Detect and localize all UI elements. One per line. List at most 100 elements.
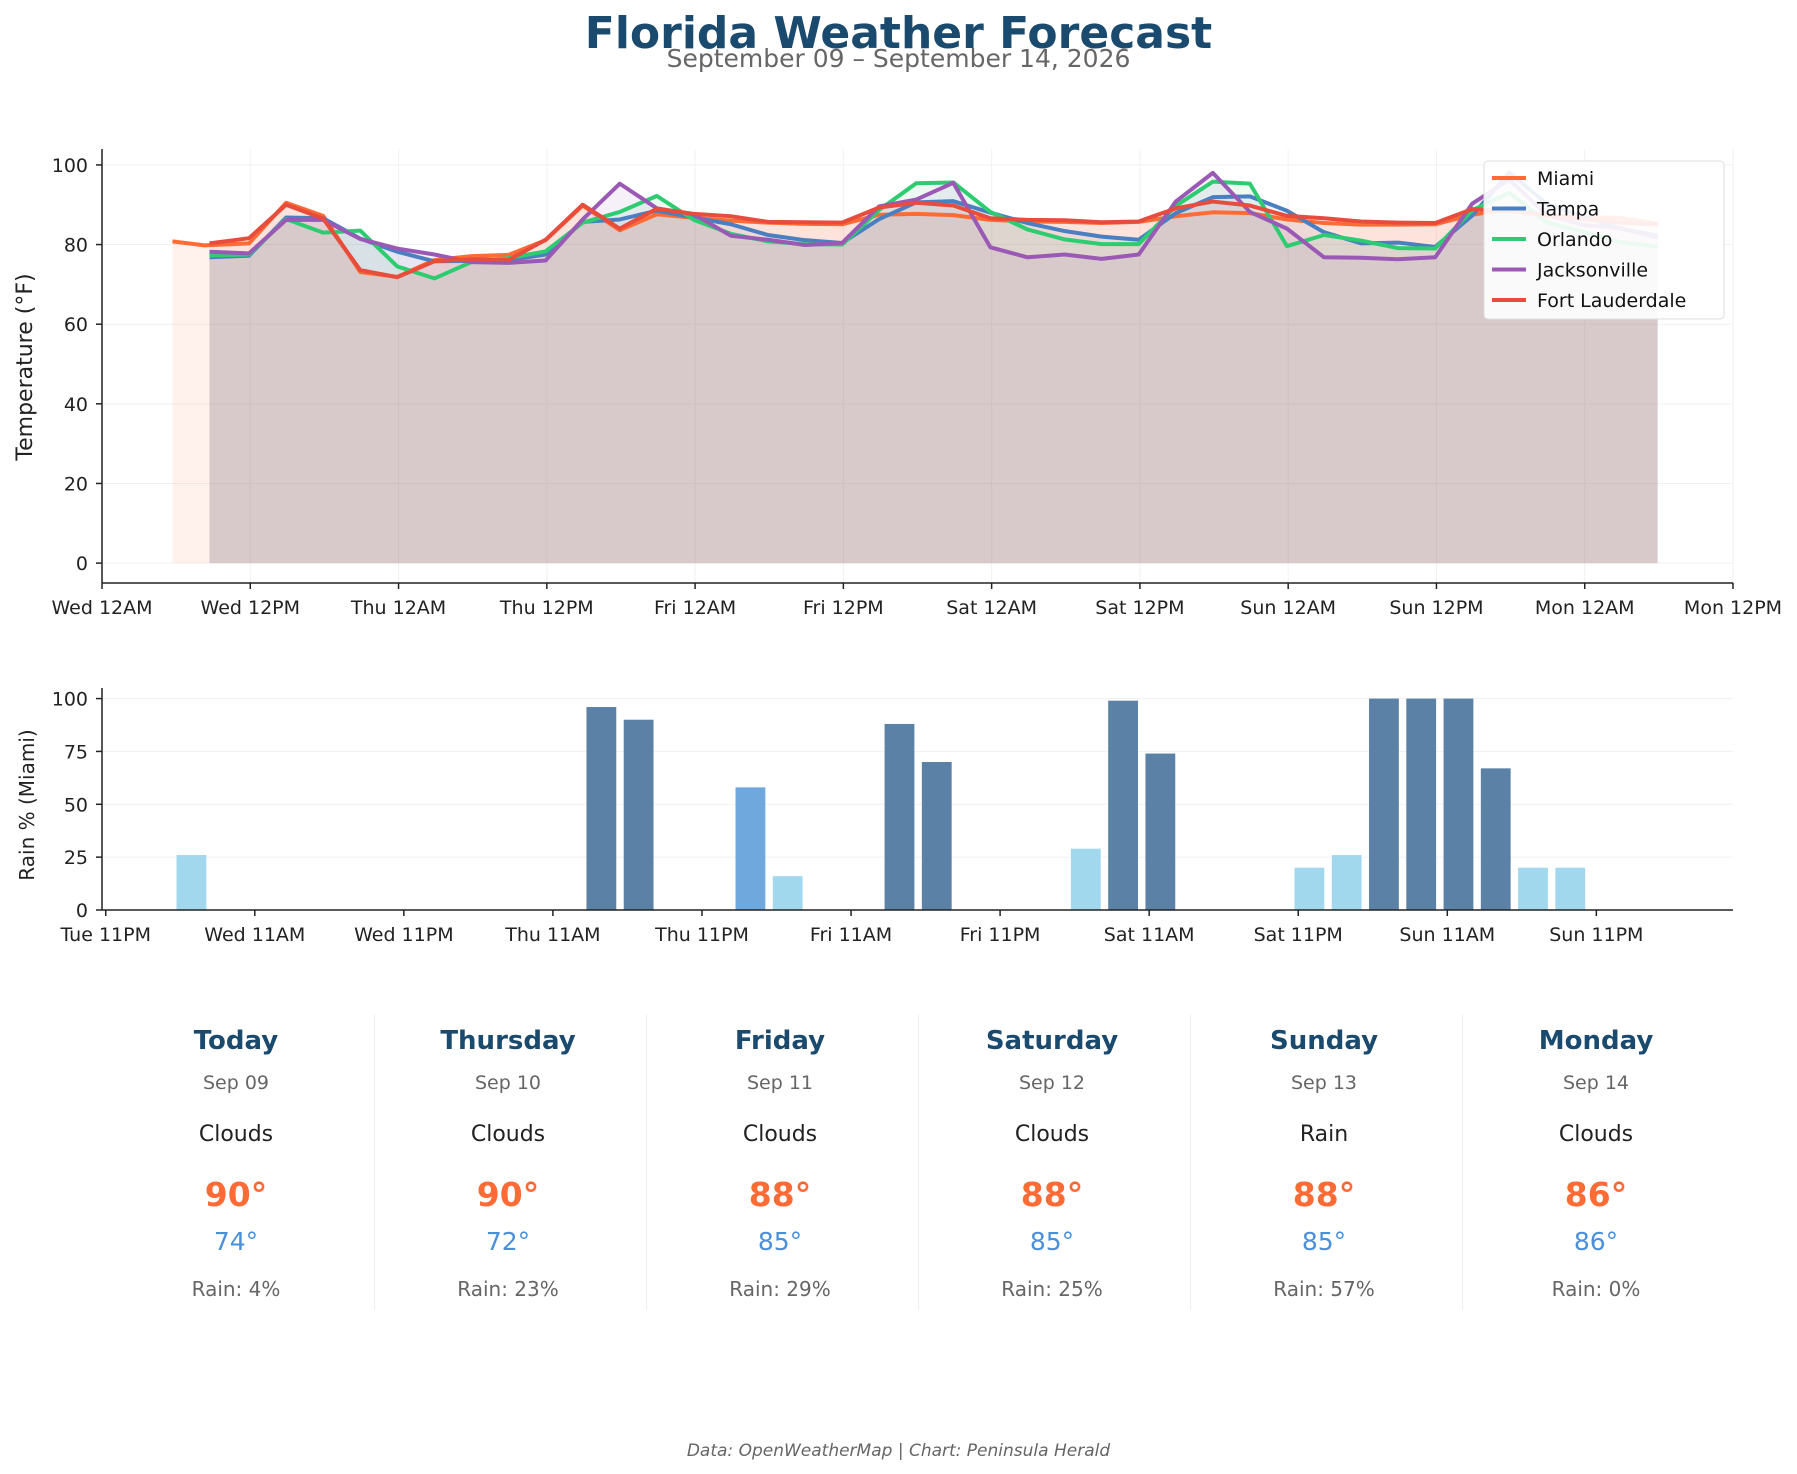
forecast-date: Sep 14 <box>1562 1072 1630 1094</box>
forecast-day: Monday <box>1538 1026 1654 1056</box>
forecast-card-today: Today Sep 09 Clouds 90° 74° Rain: 4% <box>100 1015 372 1310</box>
rain-bar <box>1070 848 1101 910</box>
rain-x-tick-label: Tue 11PM <box>59 924 151 946</box>
rain-y-tick-label: 25 <box>64 847 88 869</box>
temperature-x-tick-label: Fri 12AM <box>654 597 736 619</box>
rain-bar <box>1369 698 1399 910</box>
card-divider <box>1462 1015 1463 1310</box>
rain-y-axis-label: Rain % (Miami) <box>15 729 39 880</box>
temperature-area-3 <box>209 172 1658 564</box>
rain-bar <box>623 719 654 910</box>
rain-bar <box>884 723 915 910</box>
forecast-rain: Rain: 4% <box>191 1277 281 1301</box>
temperature-area-2 <box>209 181 1658 564</box>
forecast-low: 85° <box>757 1227 803 1256</box>
rain-bar <box>1443 698 1474 910</box>
forecast-date: Sep 10 <box>474 1072 542 1094</box>
rain-bar <box>1480 768 1511 910</box>
rain-x-tick-label: Sat 11AM <box>1104 924 1195 946</box>
rain-bar <box>1108 700 1138 910</box>
forecast-high: 90° <box>204 1175 268 1214</box>
rain-x-tick-label: Wed 11PM <box>354 924 454 946</box>
temperature-y-tick-label: 100 <box>52 155 88 177</box>
temperature-area-1 <box>209 172 1658 564</box>
rain-bar <box>1145 753 1176 910</box>
temperature-x-tick-label: Sat 12PM <box>1095 597 1184 619</box>
forecast-high: 88° <box>1292 1175 1356 1214</box>
rain-bar <box>1331 855 1362 910</box>
temperature-x-tick-label: Sun 12PM <box>1389 597 1483 619</box>
page-title: Florida Weather Forecast <box>584 8 1213 59</box>
forecast-low: 86° <box>1573 1227 1619 1256</box>
temperature-x-tick-label: Mon 12AM <box>1535 597 1635 619</box>
rain-bar <box>176 855 207 910</box>
rain-y-tick-label: 75 <box>64 741 88 763</box>
forecast-rain: Rain: 0% <box>1551 1277 1641 1301</box>
forecast-card-monday: Monday Sep 14 Clouds 86° 86° Rain: 0% <box>1460 1015 1732 1310</box>
forecast-rain: Rain: 57% <box>1273 1277 1375 1301</box>
forecast-condition: Clouds <box>198 1122 274 1147</box>
rain-bar <box>1294 867 1325 910</box>
rain-bar <box>586 707 617 910</box>
rain-x-tick-label: Fri 11PM <box>960 924 1041 946</box>
temperature-x-tick-label: Thu 12PM <box>499 597 594 619</box>
temperature-x-tick-label: Wed 12PM <box>201 597 301 619</box>
forecast-low: 85° <box>1029 1227 1075 1256</box>
rain-x-tick-label: Thu 11AM <box>504 924 600 946</box>
temperature-series-line-2 <box>209 179 1658 281</box>
temperature-x-tick-label: Fri 12PM <box>803 597 884 619</box>
forecast-day: Friday <box>734 1026 826 1056</box>
temperature-x-tick-label: Thu 12AM <box>350 597 446 619</box>
rain-bar <box>921 762 952 910</box>
temperature-legend-label: Tampa <box>1536 199 1599 221</box>
forecast-day: Sunday <box>1269 1026 1379 1056</box>
forecast-condition: Rain <box>1299 1122 1349 1147</box>
forecast-low: 72° <box>485 1227 531 1256</box>
temperature-legend-label: Orlando <box>1537 229 1612 251</box>
rain-x-tick-label: Sun 11PM <box>1549 924 1643 946</box>
card-divider <box>1190 1015 1191 1310</box>
forecast-low: 85° <box>1301 1227 1347 1256</box>
temperature-y-tick-label: 80 <box>64 235 88 257</box>
forecast-card-friday: Friday Sep 11 Clouds 88° 85° Rain: 29% <box>644 1015 916 1310</box>
card-divider <box>918 1015 919 1310</box>
forecast-card-saturday: Saturday Sep 12 Clouds 88° 85° Rain: 25% <box>916 1015 1188 1310</box>
forecast-high: 90° <box>476 1175 540 1214</box>
temperature-chart: Temperature (°F) 0 20 40 60 80 100 Wed 12AM Wed… <box>13 149 1782 619</box>
card-divider <box>646 1015 647 1310</box>
forecast-date: Sep 11 <box>746 1072 814 1094</box>
forecast-card-thursday: Thursday Sep 10 Clouds 90° 72° Rain: 23% <box>372 1015 644 1310</box>
temperature-area-4 <box>209 201 1658 564</box>
temperature-y-axis-label: Temperature (°F) <box>13 273 38 461</box>
rain-y-tick-label: 50 <box>64 794 88 816</box>
rain-y-tick-label: 0 <box>76 900 88 922</box>
temperature-legend-label: Fort Lauderdale <box>1537 290 1686 312</box>
forecast-low: 74° <box>213 1227 259 1256</box>
rain-bar <box>1555 867 1586 910</box>
forecast-high: 88° <box>748 1175 812 1214</box>
rain-bar <box>772 876 803 910</box>
footer-credit: Data: OpenWeatherMap | Chart: Peninsula … <box>686 1441 1111 1461</box>
rain-x-tick-label: Wed 11AM <box>204 924 305 946</box>
temperature-y-tick-label: 0 <box>76 553 88 575</box>
temperature-y-tick-label: 20 <box>64 473 88 495</box>
temperature-x-tick-label: Wed 12AM <box>51 597 152 619</box>
forecast-condition: Clouds <box>742 1122 818 1147</box>
rain-x-tick-label: Fri 11AM <box>810 924 892 946</box>
rain-bar <box>1406 698 1437 910</box>
rain-chart: Rain % (Miami) 0 25 50 75 100 Tue 11PM Wed 11A… <box>15 688 1733 946</box>
forecast-condition: Clouds <box>1014 1122 1090 1147</box>
forecast-date: Sep 09 <box>202 1072 270 1094</box>
rain-x-tick-label: Sun 11AM <box>1399 924 1495 946</box>
forecast-rain: Rain: 25% <box>1001 1277 1103 1301</box>
temperature-x-tick-label: Mon 12PM <box>1684 597 1782 619</box>
forecast-condition: Clouds <box>1558 1122 1634 1147</box>
card-divider <box>374 1015 375 1310</box>
page-subtitle: September 09 – September 14, 2026 <box>666 44 1131 73</box>
forecast-high: 88° <box>1020 1175 1084 1214</box>
rain-bar <box>1518 867 1548 910</box>
forecast-day: Thursday <box>440 1026 576 1056</box>
forecast-condition: Clouds <box>470 1122 546 1147</box>
temperature-legend-box <box>1483 160 1725 320</box>
forecast-rain: Rain: 23% <box>457 1277 559 1301</box>
